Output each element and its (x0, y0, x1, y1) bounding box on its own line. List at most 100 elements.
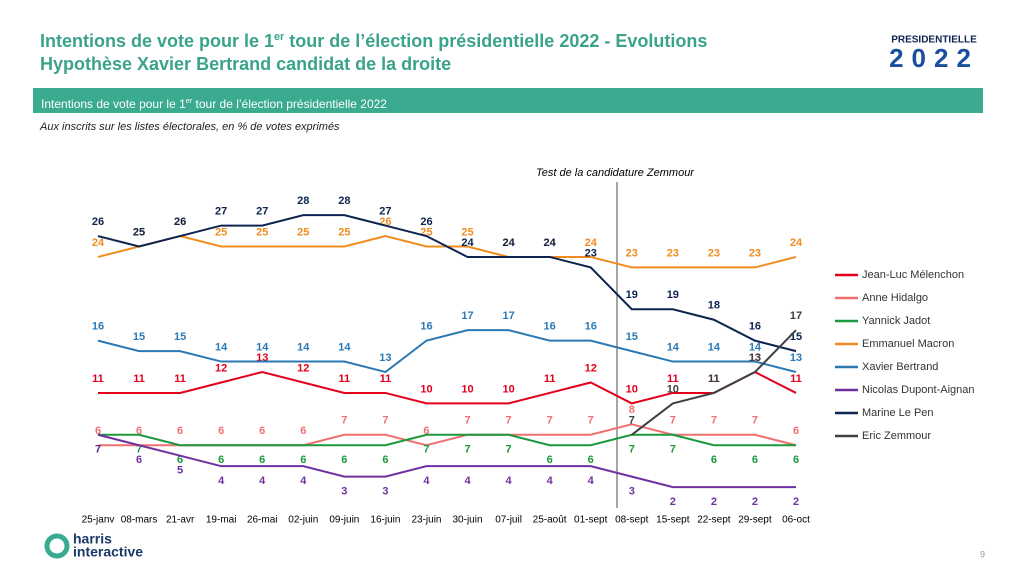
data-label: 16 (544, 321, 556, 333)
data-label: 7 (382, 415, 388, 427)
data-label: 6 (136, 454, 142, 466)
x-tick-label: 19-mai (206, 515, 237, 526)
data-label: 3 (382, 486, 388, 498)
data-label: 11 (544, 373, 556, 385)
data-label: 10 (626, 383, 638, 395)
data-label: 15 (133, 331, 145, 343)
data-label: 7 (629, 444, 635, 456)
data-label: 18 (708, 300, 720, 312)
data-label: 28 (297, 195, 309, 207)
data-label: 25 (256, 226, 268, 238)
data-label: 23 (626, 247, 638, 259)
data-label: 25 (133, 226, 145, 238)
x-tick-label: 01-sept (574, 515, 608, 526)
data-label: 5 (177, 465, 183, 477)
data-label: 6 (300, 454, 306, 466)
title-text: tour de l’élection présidentielle 2022 -… (284, 31, 708, 51)
brand-icon (44, 533, 70, 559)
data-label: 17 (502, 310, 514, 322)
x-tick-label: 07-juil (495, 515, 522, 526)
data-label: 6 (711, 454, 717, 466)
data-label: 4 (506, 475, 513, 487)
data-label: 14 (215, 341, 228, 353)
x-tick-label: 23-juin (411, 515, 441, 526)
data-label: 14 (256, 341, 269, 353)
data-label: 6 (588, 454, 594, 466)
data-label: 13 (790, 352, 802, 364)
data-label: 10 (667, 383, 679, 395)
x-tick-label: 25-janv (82, 515, 115, 526)
data-label: 25 (297, 226, 309, 238)
data-label: 6 (218, 454, 224, 466)
data-label: 11 (708, 373, 720, 385)
data-label: 26 (92, 216, 104, 228)
legend-label: Jean-Luc Mélenchon (862, 269, 964, 281)
legend-label: Emmanuel Macron (862, 338, 954, 350)
data-label: 3 (341, 486, 347, 498)
x-tick-label: 30-juin (453, 515, 483, 526)
series-line (97, 214, 797, 353)
data-label: 14 (708, 341, 721, 353)
data-label: 24 (461, 237, 474, 249)
data-label: 27 (215, 205, 227, 217)
data-label: 7 (506, 415, 512, 427)
data-label: 11 (92, 373, 104, 385)
data-label: 10 (461, 383, 473, 395)
series-line (97, 235, 797, 269)
data-label: 24 (502, 237, 515, 249)
x-tick-label: 22-sept (697, 515, 731, 526)
data-label: 7 (464, 444, 470, 456)
data-label: 23 (749, 247, 761, 259)
data-label: 7 (423, 444, 429, 456)
data-label: 14 (297, 341, 310, 353)
data-label: 14 (667, 341, 680, 353)
legend-label: Eric Zemmour (862, 430, 931, 442)
data-label: 25 (215, 226, 227, 238)
banner: Intentions de vote pour le 1er tour de l… (33, 88, 983, 113)
title-text: Intentions de vote pour le 1 (40, 31, 275, 51)
data-label: 2 (711, 496, 717, 508)
data-label: 7 (752, 415, 758, 427)
data-label: 24 (790, 237, 803, 249)
data-label: 4 (588, 475, 595, 487)
data-label: 23 (667, 247, 679, 259)
data-label: 4 (259, 475, 266, 487)
data-label: 2 (670, 496, 676, 508)
data-label: 6 (547, 454, 553, 466)
data-label: 8 (629, 404, 635, 416)
data-label: 25 (133, 226, 145, 238)
data-label: 14 (749, 341, 762, 353)
data-label: 11 (339, 373, 351, 385)
page-number: 9 (980, 549, 985, 559)
data-label: 11 (667, 373, 679, 385)
data-label: 15 (626, 331, 638, 343)
data-label: 4 (218, 475, 225, 487)
data-label: 11 (174, 373, 186, 385)
data-label: 12 (215, 362, 227, 374)
brand: interactive (73, 544, 143, 560)
data-label: 28 (338, 195, 350, 207)
data-label: 6 (300, 425, 306, 437)
data-label: 16 (749, 321, 761, 333)
x-tick-label: 15-sept (656, 515, 690, 526)
data-label: 2 (793, 496, 799, 508)
data-label: 11 (133, 373, 145, 385)
banner-text: Intentions de vote pour le 1 (41, 97, 186, 111)
data-label: 23 (708, 247, 720, 259)
data-label: 10 (502, 383, 514, 395)
data-label: 6 (382, 454, 388, 466)
x-tick-label: 02-juin (288, 515, 318, 526)
data-label: 24 (92, 237, 105, 249)
brand: harris (73, 531, 112, 547)
data-label: 10 (420, 383, 432, 395)
data-label: 25 (338, 226, 350, 238)
data-label: 17 (790, 310, 802, 322)
data-label: 16 (92, 321, 104, 333)
data-label: 25 (461, 226, 473, 238)
legend-label: Nicolas Dupont-Aignan (862, 384, 975, 396)
data-label: 24 (544, 237, 557, 249)
data-label: 11 (380, 373, 392, 385)
series-line (98, 370, 797, 405)
